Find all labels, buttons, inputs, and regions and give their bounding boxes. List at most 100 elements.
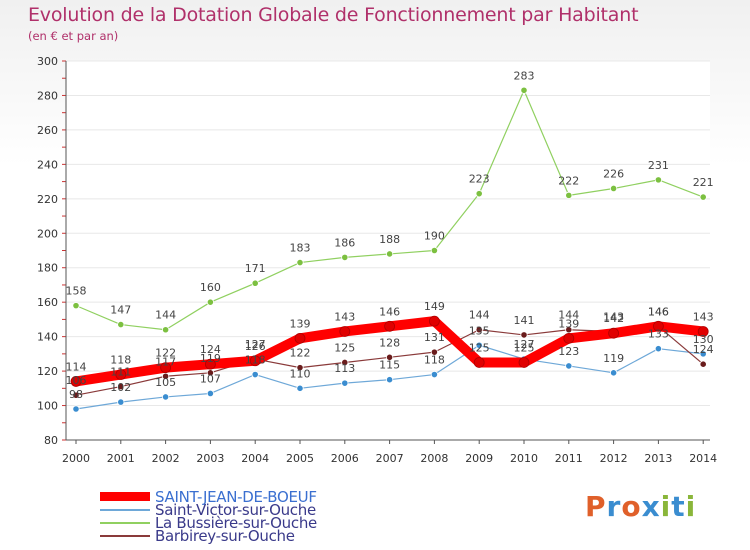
data-point bbox=[653, 320, 664, 332]
data-label: 188 bbox=[379, 233, 400, 246]
data-point bbox=[565, 362, 573, 370]
data-point bbox=[249, 355, 261, 367]
data-label: 226 bbox=[603, 167, 624, 180]
data-label: 119 bbox=[603, 352, 624, 365]
data-point bbox=[430, 246, 438, 255]
data-point bbox=[296, 364, 304, 372]
data-label: 143 bbox=[603, 310, 624, 323]
x-tick-label: 2000 bbox=[62, 452, 90, 465]
data-label: 106 bbox=[66, 374, 87, 387]
data-label: 124 bbox=[200, 343, 221, 356]
data-label: 122 bbox=[155, 347, 176, 360]
legend-label: La Bussière-sur-Ouche bbox=[155, 514, 317, 532]
data-point bbox=[563, 332, 575, 344]
data-label: 130 bbox=[693, 333, 714, 346]
y-tick-label: 120 bbox=[37, 365, 58, 378]
data-label: 111 bbox=[110, 366, 131, 379]
data-point bbox=[72, 405, 80, 413]
data-point bbox=[115, 369, 127, 380]
data-label: 133 bbox=[648, 328, 669, 341]
x-tick-label: 2013 bbox=[644, 452, 672, 465]
data-point bbox=[520, 331, 528, 339]
proxiti-logo: Proxiti bbox=[585, 490, 696, 523]
data-point bbox=[251, 279, 259, 287]
y-tick-label: 140 bbox=[37, 331, 58, 344]
data-label: 186 bbox=[334, 236, 355, 249]
data-label: 107 bbox=[200, 372, 221, 385]
data-label: 231 bbox=[648, 159, 669, 172]
data-label: 147 bbox=[110, 304, 131, 317]
data-point bbox=[699, 360, 707, 368]
data-point bbox=[697, 326, 709, 337]
data-point bbox=[204, 358, 216, 370]
data-point bbox=[475, 190, 483, 198]
legend-swatch bbox=[100, 509, 150, 511]
data-point bbox=[296, 258, 304, 267]
data-point bbox=[72, 391, 80, 399]
legend-label: SAINT-JEAN-DE-BOEUF bbox=[155, 488, 317, 506]
data-point bbox=[339, 326, 351, 337]
data-label: 114 bbox=[66, 360, 87, 373]
data-point bbox=[475, 341, 483, 349]
data-point bbox=[654, 176, 663, 184]
logo-letter: o bbox=[621, 490, 642, 523]
logo-letter: i bbox=[685, 490, 697, 523]
data-label: 105 bbox=[155, 376, 176, 389]
data-label: 143 bbox=[334, 310, 355, 323]
data-label: 146 bbox=[648, 305, 669, 318]
data-label: 221 bbox=[693, 176, 714, 189]
data-label: 118 bbox=[110, 354, 131, 367]
legend-swatch bbox=[100, 492, 150, 501]
logo-letter: i bbox=[660, 490, 672, 523]
data-label: 127 bbox=[514, 338, 535, 351]
data-label: 141 bbox=[514, 314, 535, 327]
data-label: 144 bbox=[155, 309, 176, 322]
data-label: 139 bbox=[558, 317, 579, 330]
x-tick-label: 2004 bbox=[241, 452, 269, 465]
data-point bbox=[206, 369, 214, 377]
x-tick-label: 2003 bbox=[196, 452, 224, 465]
data-point bbox=[341, 358, 349, 367]
data-label: 128 bbox=[379, 336, 400, 349]
data-point bbox=[385, 250, 394, 258]
x-tick-label: 2005 bbox=[286, 452, 314, 465]
data-point bbox=[518, 357, 530, 368]
data-point bbox=[428, 315, 440, 327]
x-tick-label: 2008 bbox=[420, 452, 448, 465]
chart-title: Evolution de la Dotation Globale de Fonc… bbox=[28, 4, 639, 26]
x-tick-label: 2009 bbox=[465, 452, 493, 465]
y-tick-label: 200 bbox=[37, 227, 58, 240]
chart-subtitle: (en € et par an) bbox=[28, 29, 119, 43]
data-point bbox=[609, 369, 618, 377]
data-label: 125 bbox=[469, 341, 490, 354]
data-point bbox=[206, 389, 214, 398]
data-point bbox=[296, 384, 304, 392]
legend-label: Barbirey-sur-Ouche bbox=[155, 527, 295, 545]
data-point bbox=[385, 353, 394, 361]
y-tick-label: 220 bbox=[37, 193, 58, 206]
x-tick-label: 2007 bbox=[376, 452, 404, 465]
logo-letter: x bbox=[641, 490, 661, 523]
y-tick-label: 240 bbox=[37, 158, 58, 171]
data-point bbox=[565, 326, 573, 334]
data-label: 98 bbox=[69, 388, 83, 401]
data-point bbox=[341, 253, 349, 261]
y-tick-label: 180 bbox=[37, 262, 58, 275]
x-tick-label: 2010 bbox=[510, 452, 538, 465]
data-point bbox=[251, 370, 259, 379]
y-tick-label: 260 bbox=[37, 124, 58, 137]
data-label: 171 bbox=[245, 262, 266, 275]
data-label: 102 bbox=[110, 381, 131, 394]
data-label: 119 bbox=[200, 352, 221, 365]
y-tick-label: 300 bbox=[37, 55, 58, 68]
data-label: 115 bbox=[379, 359, 400, 372]
data-label: 190 bbox=[424, 230, 445, 243]
data-label: 222 bbox=[558, 174, 579, 187]
data-point bbox=[608, 327, 619, 339]
data-label: 124 bbox=[693, 343, 714, 356]
logo-letter: P bbox=[585, 490, 607, 523]
data-label: 146 bbox=[648, 305, 669, 318]
data-label: 183 bbox=[290, 242, 311, 255]
